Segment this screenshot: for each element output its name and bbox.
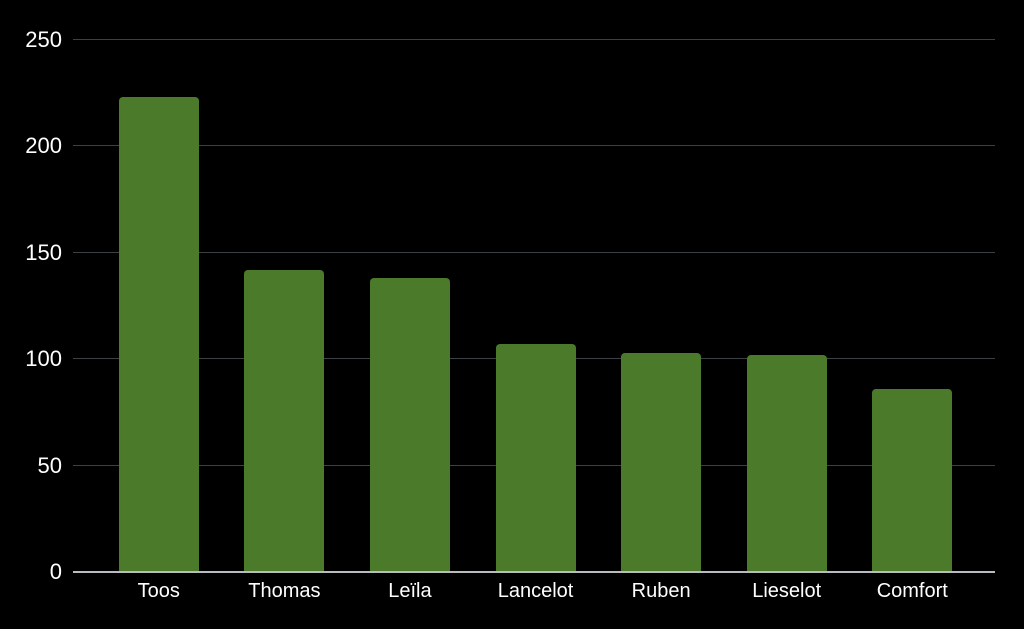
bar-cell xyxy=(849,40,975,572)
x-tick-label: Lieselot xyxy=(752,580,822,602)
bar[interactable] xyxy=(621,352,702,572)
y-axis: 0 50 100 150 200 250 xyxy=(0,29,62,583)
x-axis-baseline xyxy=(73,571,995,573)
bar-cell xyxy=(598,40,724,572)
gridline xyxy=(73,251,995,253)
bar[interactable] xyxy=(495,344,576,572)
y-tick-label: 200 xyxy=(25,133,62,159)
y-tick-label: 250 xyxy=(25,27,62,52)
x-tick-label: Ruben xyxy=(631,580,691,602)
x-tick-label: Lancelot xyxy=(497,580,574,602)
gridline xyxy=(73,39,995,40)
bar[interactable] xyxy=(746,354,827,572)
gridline xyxy=(73,145,995,147)
bar-cell xyxy=(96,40,222,572)
bar-cell xyxy=(724,40,850,572)
x-tick-label: Leïla xyxy=(388,580,432,602)
x-tick-label: Toos xyxy=(137,580,180,602)
y-tick-label: 100 xyxy=(25,346,62,372)
x-tick-label: Thomas xyxy=(248,580,321,602)
bar-cell xyxy=(473,40,599,572)
bar[interactable] xyxy=(244,269,325,572)
bar-cell xyxy=(222,40,348,572)
bars-container xyxy=(96,40,975,572)
x-axis-labels: Toos Thomas Leïla Lancelot Ruben Lieselot Comf… xyxy=(96,579,975,603)
bar-cell xyxy=(347,40,473,572)
bar[interactable] xyxy=(118,97,199,572)
bar[interactable] xyxy=(369,278,450,572)
bar[interactable] xyxy=(872,389,953,572)
y-tick-label: 0 xyxy=(49,559,62,584)
x-tick-label: Comfort xyxy=(876,580,948,602)
y-tick-label: 150 xyxy=(25,239,62,265)
y-tick-label: 50 xyxy=(37,452,62,478)
